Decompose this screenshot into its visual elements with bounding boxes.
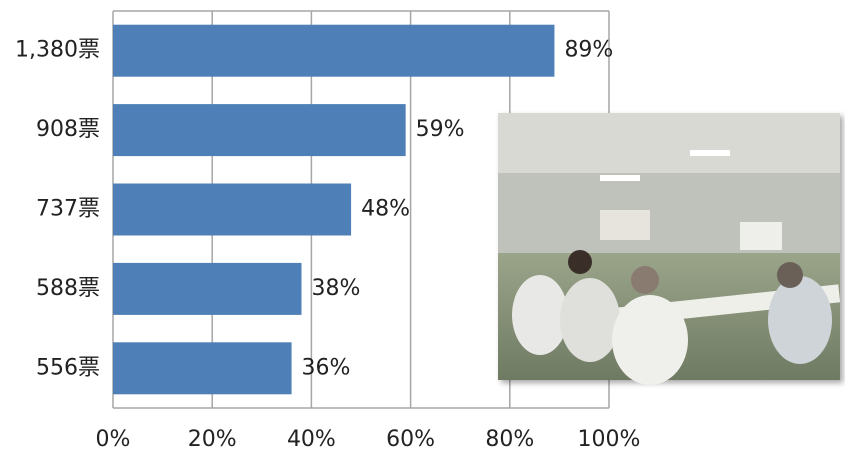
photo-board [740, 222, 782, 250]
value-label: 48% [361, 197, 410, 222]
value-label: 38% [311, 276, 360, 301]
photo-light [690, 150, 730, 156]
bar [113, 104, 406, 157]
photo-head [631, 266, 659, 294]
y-tick-label: 1,380票 [15, 38, 100, 63]
bar [113, 183, 352, 236]
x-tick-label: 0% [96, 427, 131, 452]
value-label: 89% [564, 38, 613, 63]
x-tick-label: 80% [485, 427, 534, 452]
photo-head [568, 250, 592, 274]
x-tick-label: 100% [578, 427, 641, 452]
photo-head [777, 262, 803, 288]
photo-board [600, 210, 650, 240]
bar [113, 262, 302, 315]
x-tick-label: 60% [386, 427, 435, 452]
photo-wall [498, 173, 840, 253]
x-tick-label: 40% [287, 427, 336, 452]
photo-person [560, 278, 620, 362]
photo [498, 113, 841, 385]
plot-area: 0% 20% 40% 60% 80% 100% 1,380票 89% 908票 59% 737票 48… [15, 10, 641, 452]
bar [113, 342, 292, 395]
value-label: 36% [302, 355, 351, 380]
photo-light [600, 175, 640, 181]
x-tick-label: 20% [188, 427, 237, 452]
value-label: 59% [416, 117, 465, 142]
photo-ceiling [498, 113, 840, 173]
photo-person [768, 276, 832, 364]
y-tick-label: 908票 [36, 117, 100, 142]
bar [113, 24, 555, 77]
y-tick-label: 737票 [36, 197, 100, 222]
y-tick-label: 556票 [36, 355, 100, 380]
photo-person [612, 295, 688, 385]
y-tick-label: 588票 [36, 276, 100, 301]
photo-person [512, 275, 568, 355]
